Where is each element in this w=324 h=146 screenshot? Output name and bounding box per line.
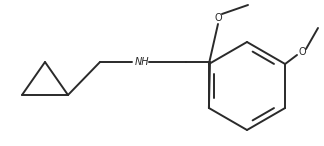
Text: O: O	[298, 47, 306, 57]
Text: NH: NH	[135, 57, 150, 67]
Text: O: O	[214, 13, 222, 23]
